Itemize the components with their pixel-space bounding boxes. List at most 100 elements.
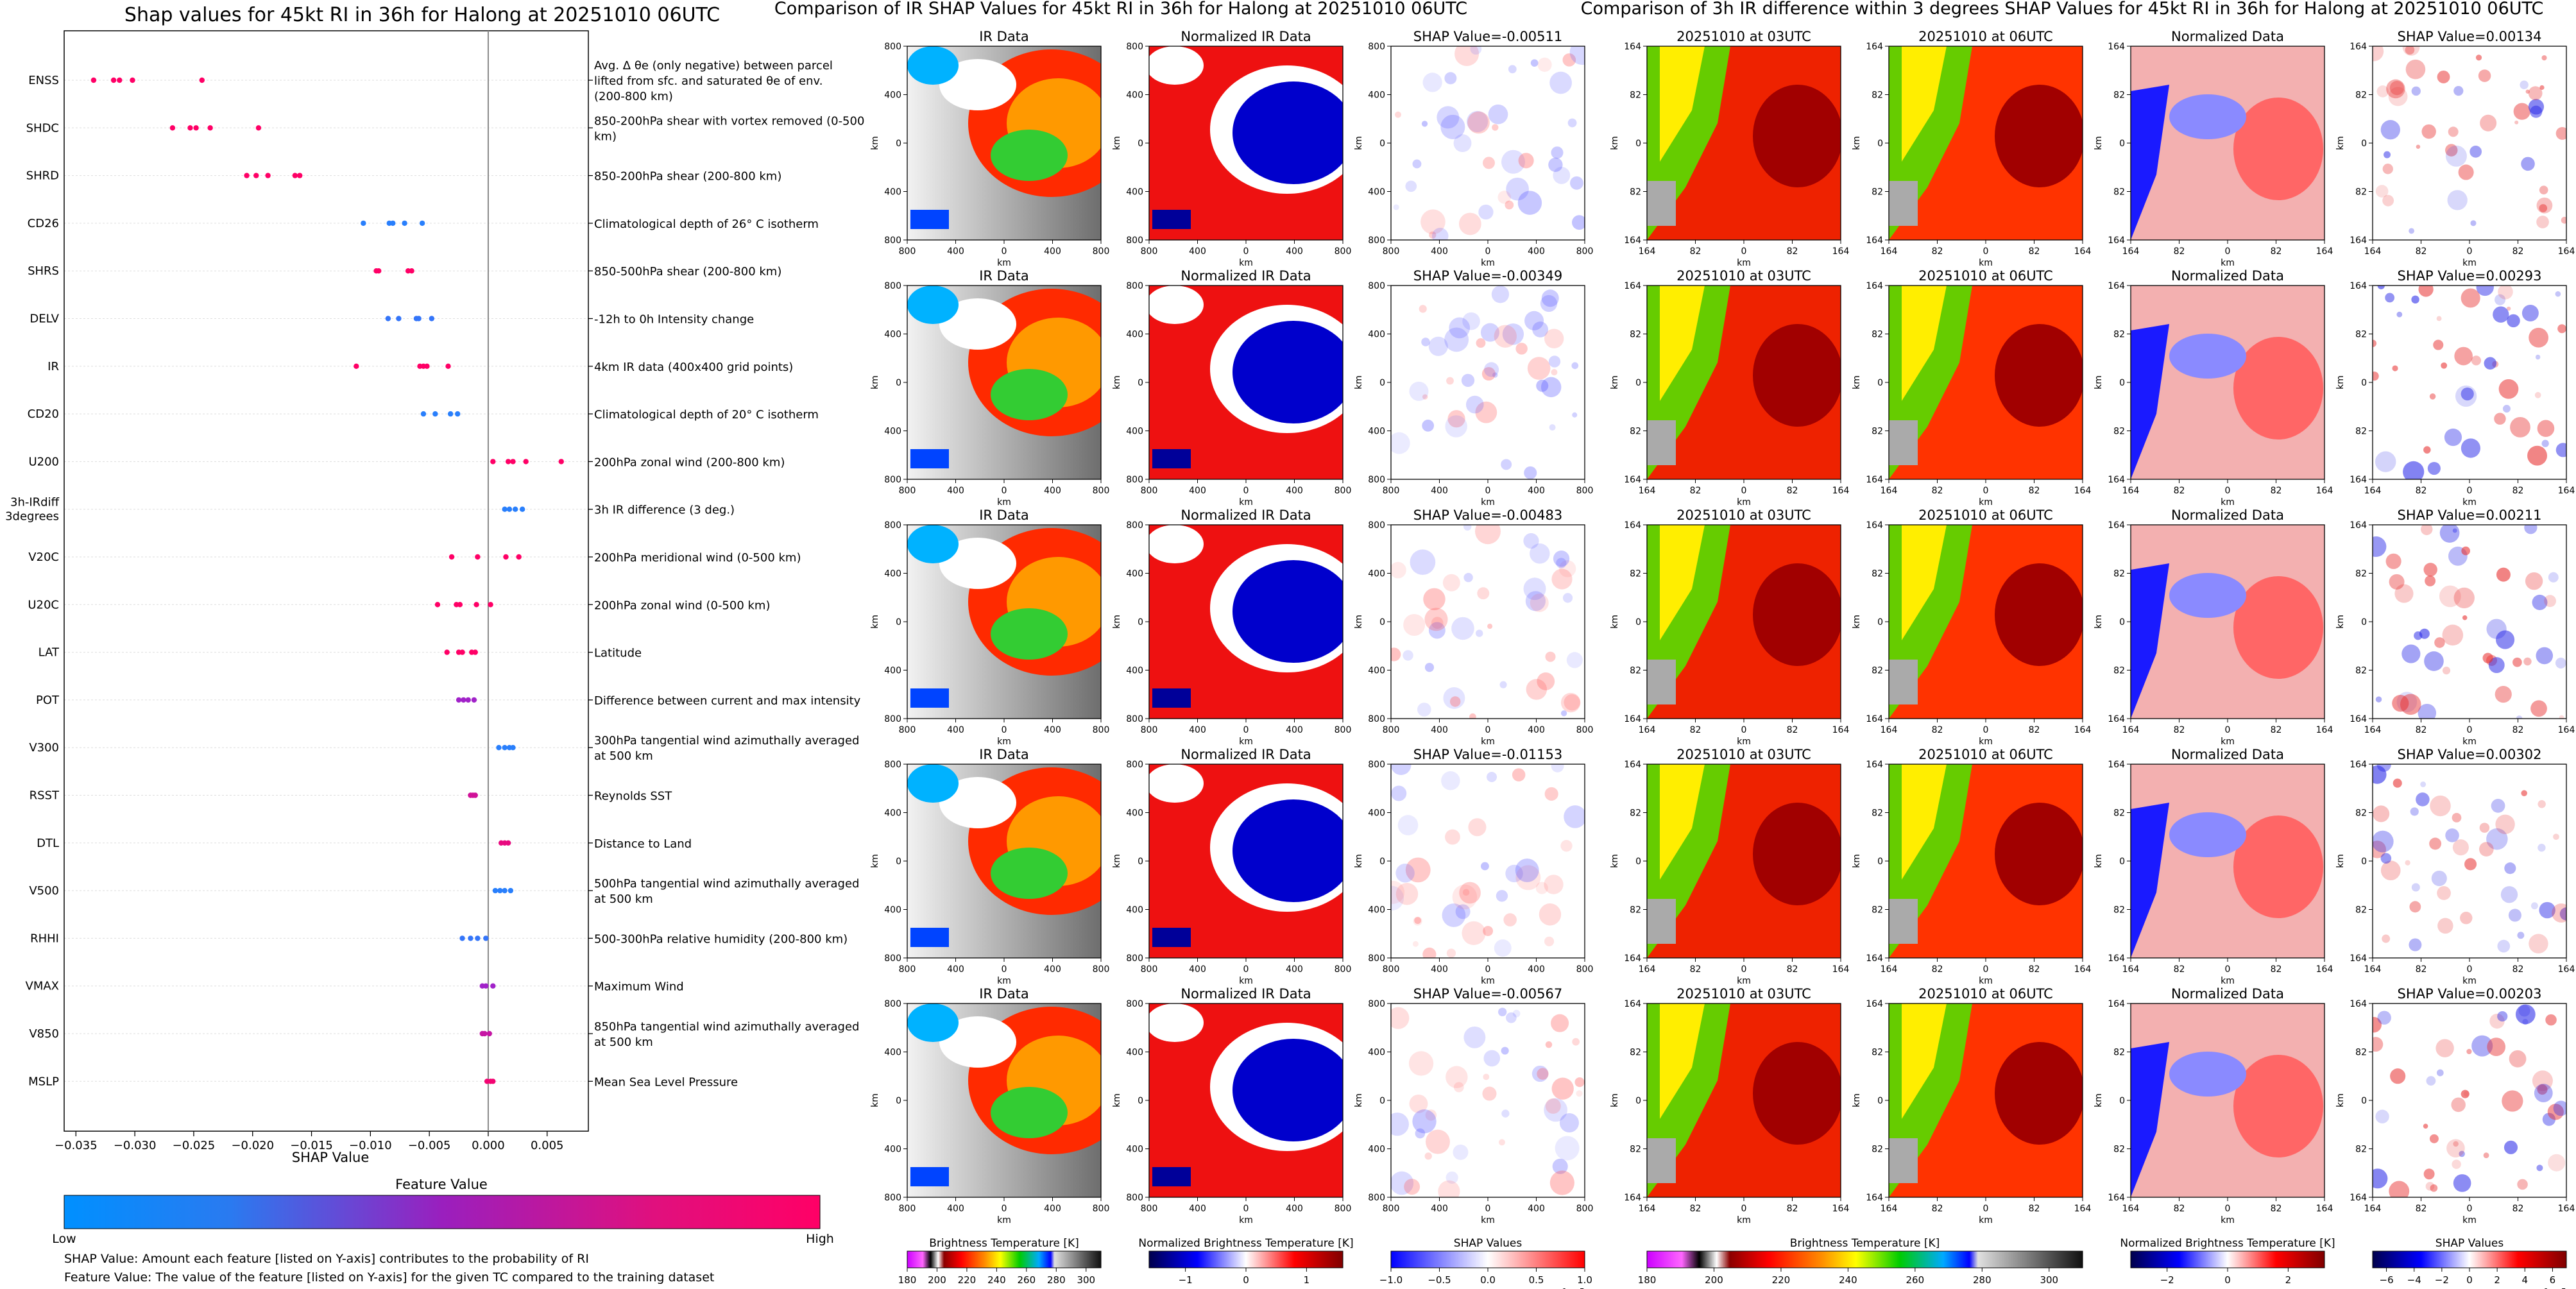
x-tick-label: 164	[2074, 246, 2092, 257]
y-tick-label: 82	[2355, 427, 2367, 437]
x-tick-label: 164	[1881, 1204, 1898, 1214]
y-tick-label: 0	[1877, 617, 1883, 627]
feature-description: 850-500hPa shear (200-800 km)	[594, 265, 781, 278]
brightness-image-03utc	[1647, 46, 1841, 240]
shap-point	[255, 125, 262, 131]
shap-point	[130, 77, 135, 83]
y-tick-label: 400	[1368, 666, 1385, 676]
y-tick-label: 800	[1368, 281, 1385, 291]
colorbar-tick-label: 0	[2224, 1274, 2231, 1286]
shap-point	[558, 459, 564, 465]
y-tick-label: 400	[1126, 1048, 1143, 1058]
x-axis-label: km	[1239, 497, 1253, 508]
y-tick-label: 0	[1635, 139, 1641, 149]
colorbar-tick-label: 180	[1638, 1274, 1657, 1286]
panel-title: SHAP Value=-0.00349	[1413, 268, 1563, 284]
y-tick-label: 400	[884, 1145, 901, 1155]
colorbar-tick-label: 300	[2040, 1274, 2058, 1286]
y-tick-label: 0	[1635, 378, 1641, 388]
y-tick-label: 0	[896, 857, 901, 867]
x-tick-label: 82	[1690, 725, 1702, 735]
y-tick-label: 0	[1877, 378, 1883, 388]
x-tick-label: 0	[1741, 486, 1747, 496]
x-tick-label: 164	[1881, 246, 1898, 257]
shap-point	[505, 459, 511, 465]
panel-title: Normalized Data	[2171, 747, 2284, 762]
feature-description: Maximum Wind	[594, 980, 684, 994]
shap-diff-image	[2373, 286, 2566, 479]
shap-image	[1391, 764, 1585, 958]
x-axis-label: km	[1979, 976, 1993, 986]
y-tick-label: 164	[1866, 475, 1883, 485]
y-tick-label: 800	[1368, 520, 1385, 531]
y-tick-label: 800	[1126, 520, 1143, 531]
shap-point	[244, 173, 250, 178]
feature-label: CD20	[28, 407, 59, 421]
y-tick-label: 82	[2113, 90, 2125, 101]
x-tick-label: 800	[899, 486, 916, 496]
colorbar: Normalized Brightness Temperature [K] −2 0…	[2120, 1237, 2335, 1286]
y-tick-label: 164	[2108, 235, 2125, 246]
y-tick-label: 164	[1624, 714, 1641, 724]
y-axis-label: km	[1852, 615, 1862, 629]
y-tick-label: 82	[2355, 569, 2367, 579]
feature-label: RSST	[30, 789, 60, 803]
x-tick-label: 800	[1093, 1204, 1110, 1214]
x-tick-label: 800	[1383, 486, 1400, 496]
y-tick-label: 164	[2350, 281, 2367, 291]
y-tick-label: 164	[1624, 953, 1641, 964]
y-tick-label: 0	[1635, 617, 1641, 627]
shap-point	[456, 697, 462, 703]
x-tick-label: 0	[1485, 725, 1491, 735]
y-tick-label: 0	[2361, 139, 2367, 149]
x-tick-label: −0.010	[349, 1139, 392, 1152]
x-tick-label: 0	[2467, 246, 2473, 257]
shap-point	[475, 935, 481, 941]
panel-title: 20251010 at 03UTC	[1676, 508, 1811, 523]
ir-difference-row: 20251010 at 03UTC1641648282008282164164k…	[1610, 986, 2575, 1225]
panel-title: SHAP Value=-0.00511	[1413, 29, 1563, 44]
x-tick-label: 400	[1431, 246, 1448, 257]
y-axis-label: km	[870, 854, 880, 868]
x-tick-label: 800	[1093, 486, 1110, 496]
y-axis-label: km	[2335, 375, 2346, 389]
y-tick-label: 164	[1624, 42, 1641, 52]
shap-point	[424, 363, 430, 369]
x-tick-label: 164	[1639, 486, 1656, 496]
y-tick-label: 800	[1126, 235, 1143, 246]
shap-feature-descriptions: Avg. Δ θe (only negative) between parcel…	[588, 59, 864, 1089]
x-axis-label: km	[997, 258, 1011, 268]
shap-point	[409, 268, 414, 274]
shap-point	[361, 220, 366, 226]
panel-title: 20251010 at 06UTC	[1918, 747, 2053, 762]
y-tick-label: 800	[1368, 760, 1385, 770]
panel-title: Normalized Data	[2171, 508, 2284, 523]
ir-image	[907, 46, 1101, 240]
feature-label: V500	[29, 884, 59, 898]
y-tick-label: 800	[1126, 714, 1143, 724]
shap-points	[90, 77, 564, 1084]
shap-summary-panel: Shap values for 45kt RI in 36h for Halon…	[5, 4, 864, 1285]
shap-panel-title: Shap values for 45kt RI in 36h for Halon…	[124, 4, 720, 26]
shap-feature-labels: ENSS SHDC SHRD CD26 SHRS DELV IR CD20 U200 3h-IRd…	[5, 74, 60, 1088]
y-tick-label: 0	[2119, 139, 2125, 149]
shap-point	[512, 506, 518, 512]
x-tick-label: 82	[2271, 1204, 2282, 1214]
x-tick-label: 0	[2467, 1204, 2473, 1214]
x-tick-label: 82	[2416, 246, 2427, 257]
colorbar-label: Normalized Brightness Temperature [K]	[2120, 1237, 2335, 1250]
x-tick-label: 0	[2467, 486, 2473, 496]
shap-point	[492, 887, 499, 894]
panel-title: Normalized IR Data	[1181, 29, 1311, 44]
y-tick-label: 0	[1379, 857, 1385, 867]
x-tick-label: 400	[947, 964, 964, 975]
shap-point	[447, 411, 454, 417]
colorbar-tick-label: 1.0	[1577, 1274, 1592, 1286]
y-tick-label: 400	[884, 1048, 901, 1058]
y-axis-label: km	[1112, 1093, 1122, 1107]
x-tick-label: 164	[2074, 486, 2092, 496]
y-tick-label: 400	[1368, 1048, 1385, 1058]
shap-point	[486, 1030, 492, 1037]
y-axis-label: km	[1610, 136, 1620, 150]
x-tick-label: 400	[1528, 246, 1545, 257]
